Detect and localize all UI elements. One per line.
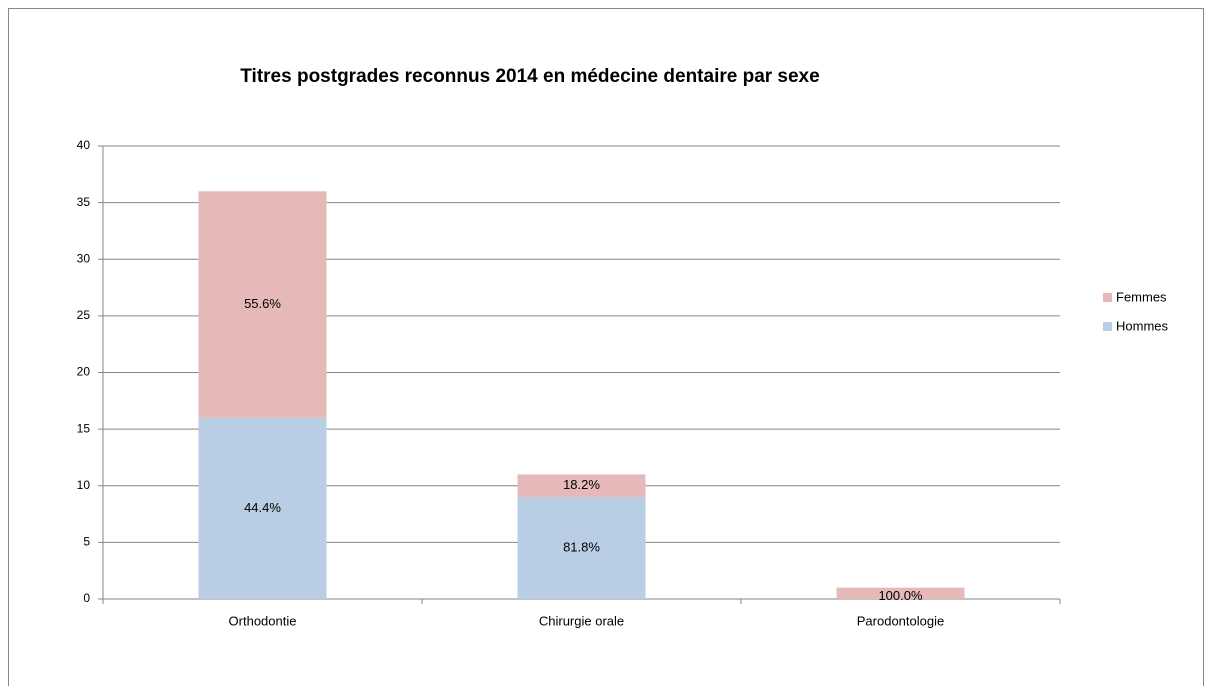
legend-label: Femmes bbox=[1116, 289, 1167, 304]
y-tick-label: 5 bbox=[83, 535, 90, 549]
y-tick-label: 0 bbox=[83, 591, 90, 605]
x-tick-label: Orthodontie bbox=[229, 613, 297, 628]
data-label: 100.0% bbox=[878, 588, 923, 603]
bar-segment bbox=[198, 417, 327, 599]
chart-title: Titres postgrades reconnus 2014 en médec… bbox=[240, 66, 819, 87]
data-label: 18.2% bbox=[563, 477, 600, 492]
bar-segment bbox=[517, 497, 646, 599]
legend-swatch bbox=[1103, 293, 1112, 302]
bar-segment bbox=[836, 587, 965, 599]
bar-segment bbox=[198, 191, 327, 418]
legend-label: Hommes bbox=[1116, 318, 1169, 333]
data-label: 44.4% bbox=[244, 500, 281, 515]
y-tick-label: 30 bbox=[77, 251, 91, 265]
legend-swatch bbox=[1103, 322, 1112, 331]
y-tick-label: 20 bbox=[77, 365, 91, 379]
x-tick-label: Chirurgie orale bbox=[539, 613, 624, 628]
data-label: 55.6% bbox=[244, 296, 281, 311]
y-tick-label: 25 bbox=[77, 308, 91, 322]
y-tick-label: 15 bbox=[77, 421, 91, 435]
y-tick-label: 35 bbox=[77, 195, 91, 209]
y-tick-label: 10 bbox=[77, 478, 91, 492]
y-tick-label: 40 bbox=[77, 138, 91, 152]
data-label: 81.8% bbox=[563, 539, 600, 554]
chart-border bbox=[8, 8, 1204, 686]
bar-segment bbox=[517, 474, 646, 498]
x-tick-label: Parodontologie bbox=[857, 613, 944, 628]
